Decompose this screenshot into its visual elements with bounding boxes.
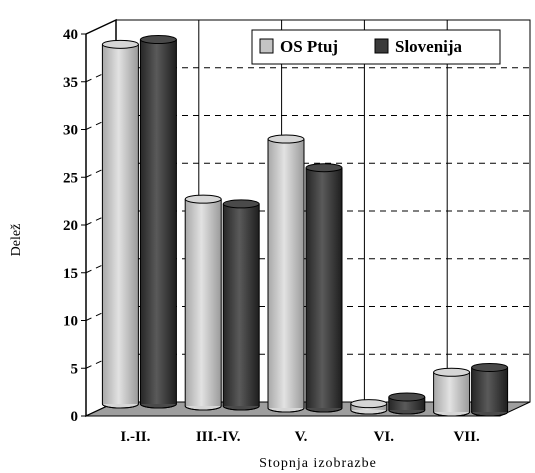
legend-swatch-os-ptuj — [259, 38, 274, 54]
y-tick-label: 25 — [63, 170, 78, 186]
y-tick-label: 15 — [63, 266, 78, 282]
bar-os-ptuj-0 — [101, 39, 139, 409]
legend-label-os-ptuj: OS Ptuj — [280, 37, 338, 56]
bar-slovenija-4 — [471, 362, 509, 417]
bar-os-ptuj-4 — [433, 367, 471, 417]
y-axis-title: Delež — [9, 224, 24, 257]
bar-slovenija-2 — [305, 163, 343, 413]
y-tick-label: 40 — [63, 27, 78, 43]
x-category-label: I.-II. — [120, 429, 150, 445]
bar-os-ptuj-3 — [350, 399, 388, 415]
x-axis-title: Stopnja izobrazbe — [259, 456, 377, 471]
bar-os-ptuj-2 — [267, 134, 305, 413]
x-category-label: VII. — [453, 429, 480, 445]
bar-os-ptuj-1 — [184, 194, 222, 411]
x-category-label: III.-IV. — [196, 429, 241, 445]
legend: OS Ptuj Slovenija — [251, 29, 501, 65]
y-tick-label: 10 — [63, 314, 78, 330]
legend-swatch-slovenija — [374, 38, 389, 54]
y-tick-label: 20 — [63, 218, 78, 234]
bar-slovenija-1 — [222, 199, 260, 411]
y-tick-label: 30 — [63, 123, 78, 139]
y-tick-label: 35 — [63, 75, 78, 91]
y-axis-ticks: 0 5 10 15 20 25 30 35 40 — [63, 27, 86, 425]
bars — [101, 35, 509, 417]
x-category-label: VI. — [374, 429, 395, 445]
legend-label-slovenija: Slovenija — [395, 37, 463, 56]
y-tick-label: 0 — [71, 409, 79, 425]
bar-slovenija-0 — [139, 35, 177, 409]
x-axis-categories: I.-II. III.-IV. V. VI. VII. — [120, 429, 480, 445]
y-tick-label: 5 — [71, 361, 79, 377]
x-category-label: V. — [295, 429, 308, 445]
bar-slovenija-3 — [388, 392, 426, 415]
